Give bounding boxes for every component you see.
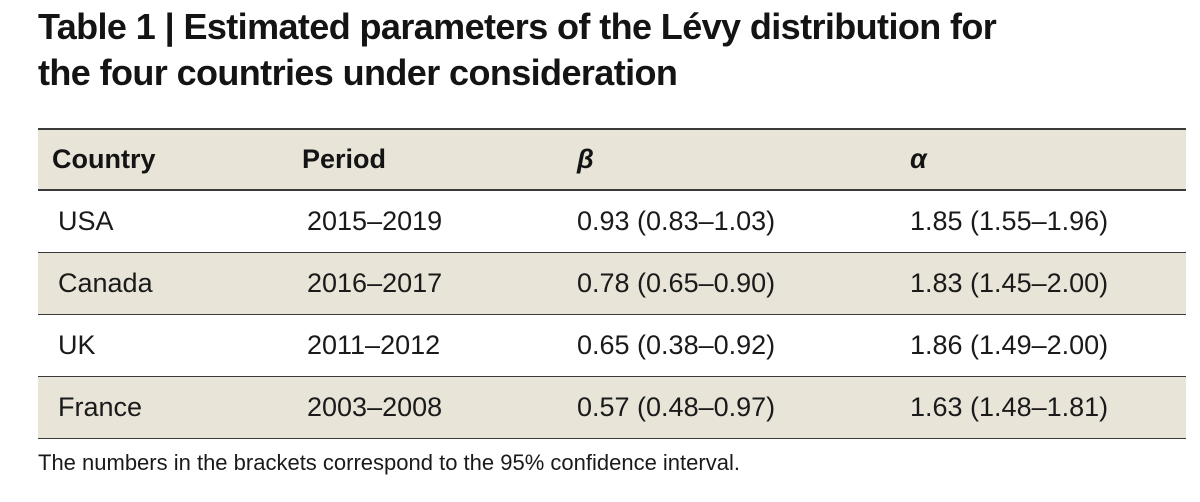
table-row: USA 2015–2019 0.93 (0.83–1.03) 1.85 (1.5… bbox=[38, 190, 1186, 252]
cell-period: 2016–2017 bbox=[307, 267, 443, 298]
cell-country: UK bbox=[58, 329, 96, 360]
cell-country: USA bbox=[58, 205, 114, 236]
table-row: UK 2011–2012 0.65 (0.38–0.92) 1.86 (1.49… bbox=[38, 314, 1186, 376]
cell-country: Canada bbox=[58, 267, 153, 298]
cell-period: 2015–2019 bbox=[307, 205, 443, 236]
column-header-alpha: α bbox=[910, 144, 927, 174]
table-title-line-2: the four countries under consideration bbox=[38, 52, 678, 93]
table-body: USA 2015–2019 0.93 (0.83–1.03) 1.85 (1.5… bbox=[38, 190, 1186, 438]
cell-alpha: 1.86 (1.49–2.00) bbox=[910, 329, 1109, 360]
cell-alpha: 1.63 (1.48–1.81) bbox=[910, 391, 1109, 422]
cell-beta: 0.93 (0.83–1.03) bbox=[577, 205, 776, 236]
parameters-table: Country Period β α USA 2015–2019 0.93 (0… bbox=[38, 128, 1186, 439]
cell-alpha: 1.85 (1.55–1.96) bbox=[910, 205, 1109, 236]
table-row: Canada 2016–2017 0.78 (0.65–0.90) 1.83 (… bbox=[38, 252, 1186, 314]
cell-alpha: 1.83 (1.45–2.00) bbox=[910, 267, 1109, 298]
table-row: France 2003–2008 0.57 (0.48–0.97) 1.63 (… bbox=[38, 376, 1186, 438]
cell-beta: 0.65 (0.38–0.92) bbox=[577, 329, 776, 360]
table-title: Table 1 | Estimated parameters of the Lé… bbox=[38, 4, 1178, 96]
header-row: Country Period β α bbox=[38, 129, 1186, 190]
column-header-beta: β bbox=[577, 144, 594, 174]
cell-beta: 0.78 (0.65–0.90) bbox=[577, 267, 776, 298]
cell-period: 2003–2008 bbox=[307, 391, 443, 422]
table-footnote: The numbers in the brackets correspond t… bbox=[38, 450, 740, 475]
table-header: Country Period β α bbox=[38, 129, 1186, 190]
cell-period: 2011–2012 bbox=[307, 329, 441, 360]
table-title-line-1: Table 1 | Estimated parameters of the Lé… bbox=[38, 6, 997, 47]
cell-country: France bbox=[58, 391, 143, 422]
column-header-country: Country bbox=[52, 144, 156, 174]
cell-beta: 0.57 (0.48–0.97) bbox=[577, 391, 776, 422]
column-header-period: Period bbox=[302, 144, 387, 174]
